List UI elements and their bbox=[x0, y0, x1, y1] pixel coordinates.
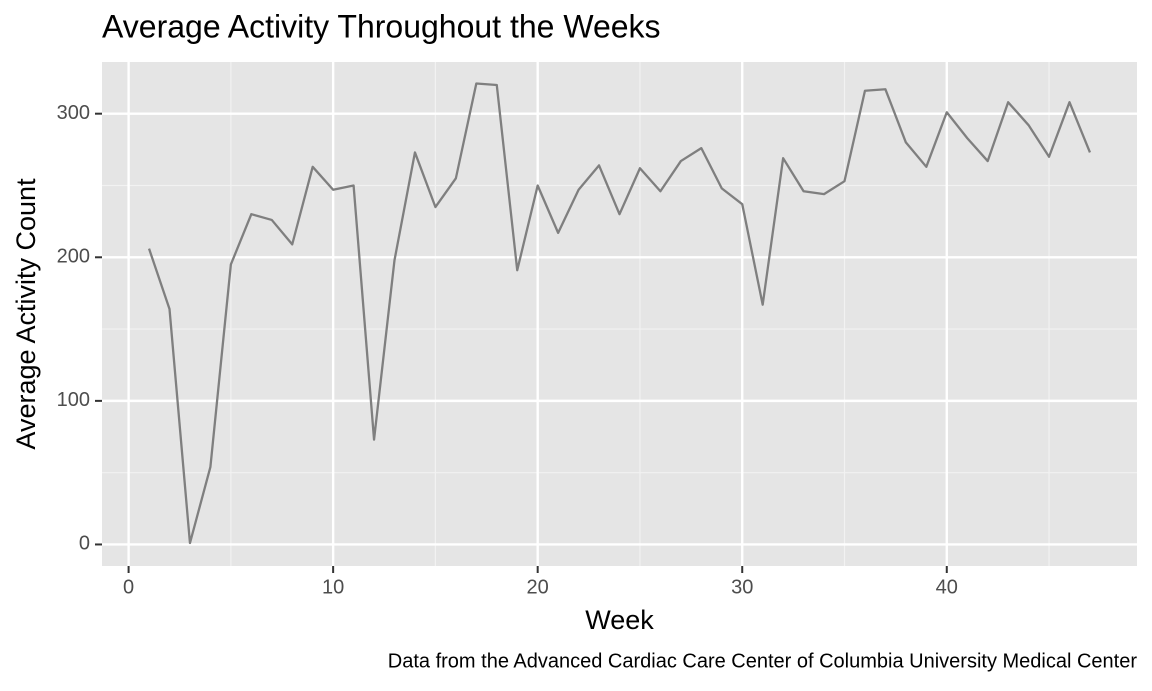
y-tick-label: 0 bbox=[79, 533, 90, 555]
x-axis-label: Week bbox=[585, 605, 654, 635]
data-line bbox=[147, 82, 1092, 545]
y-tick-label: 200 bbox=[57, 246, 90, 268]
x-tick-label: 10 bbox=[322, 576, 344, 598]
caption: Data from the Advanced Cardiac Care Cent… bbox=[388, 650, 1138, 672]
x-tick-label: 20 bbox=[527, 576, 549, 598]
y-tick-label: 100 bbox=[57, 389, 90, 411]
x-tick-label: 40 bbox=[936, 576, 958, 598]
y-axis-label: Average Activity Count bbox=[11, 178, 41, 450]
x-tick-label: 0 bbox=[123, 576, 134, 598]
chart-title: Average Activity Throughout the Weeks bbox=[102, 8, 661, 44]
plot-panel bbox=[102, 62, 1137, 566]
y-tick-label: 300 bbox=[57, 102, 90, 124]
x-tick-label: 30 bbox=[731, 576, 753, 598]
